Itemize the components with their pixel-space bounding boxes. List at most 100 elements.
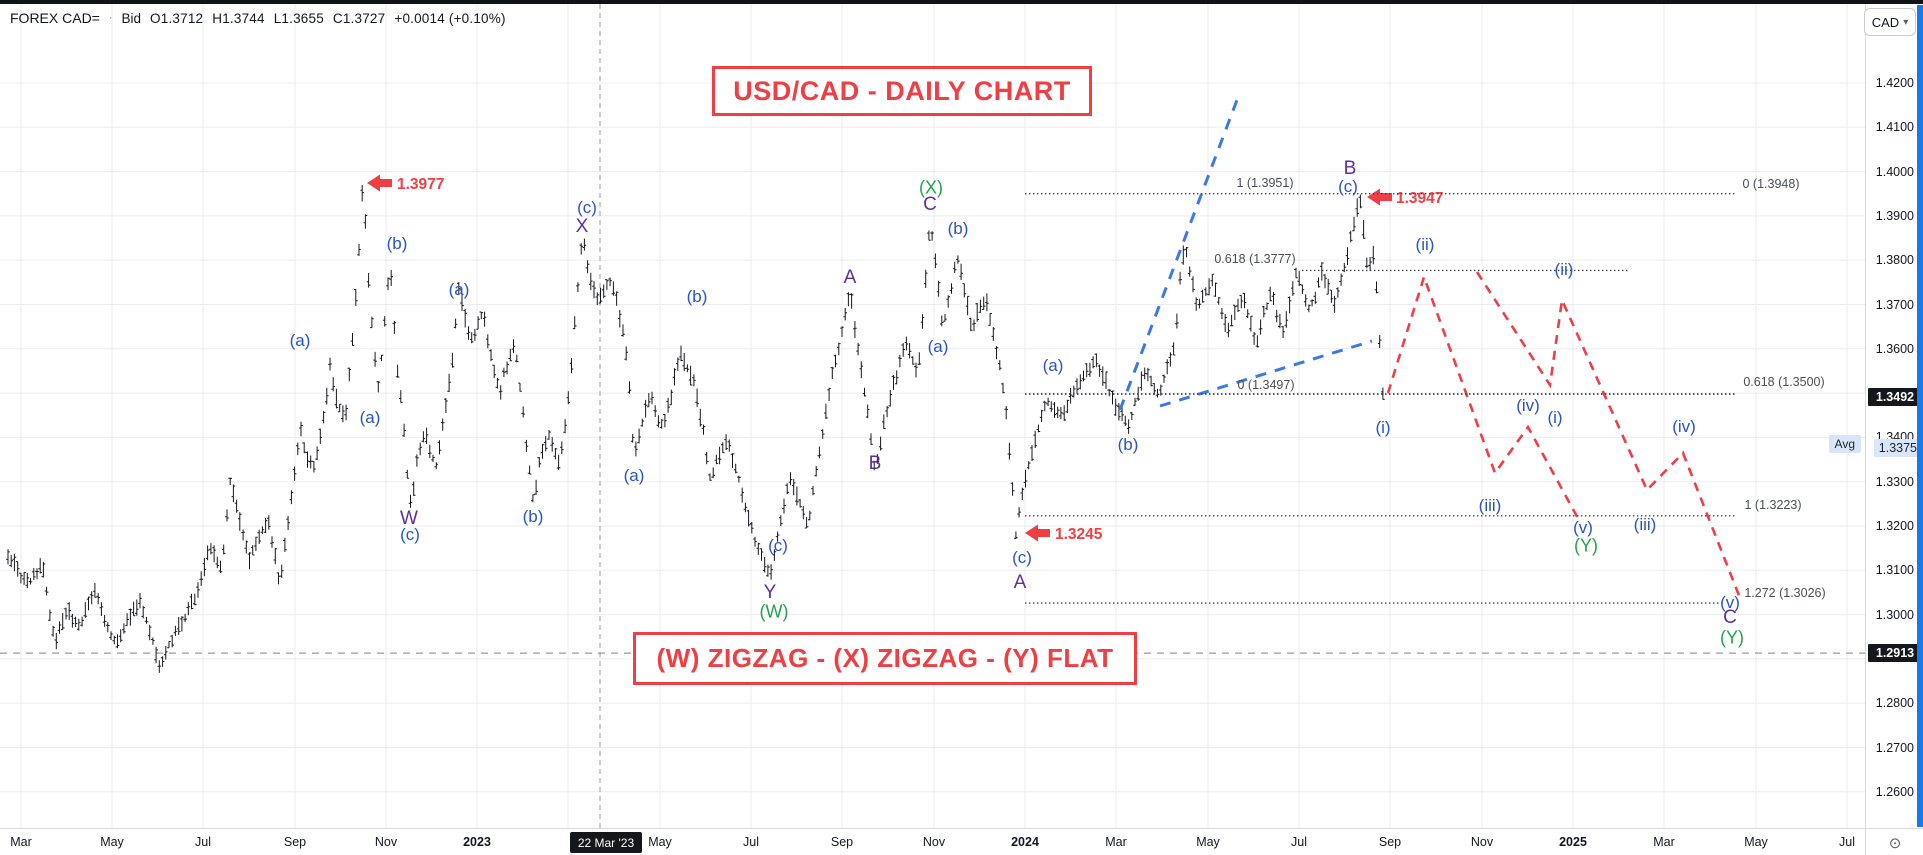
avg-tag: Avg xyxy=(1828,435,1861,454)
fib-level-label: 0.618 (1.3777) xyxy=(1214,252,1296,266)
time-axis-label: May xyxy=(1744,835,1768,849)
wave-label: (a) xyxy=(927,337,949,356)
time-axis-label: Nov xyxy=(1470,835,1494,849)
time-axis-label: 2023 xyxy=(463,835,491,849)
ohlc-bars xyxy=(6,185,1385,673)
wave-label: A xyxy=(1013,572,1027,593)
current-price-box: 1.2913 xyxy=(1868,644,1922,663)
wave-label: (b) xyxy=(522,507,544,526)
time-axis-label: Sep xyxy=(283,835,307,849)
wave-label: X xyxy=(575,216,589,237)
avg-price-box: 1.3375 xyxy=(1873,439,1922,458)
wave-label: (c) xyxy=(1338,177,1358,196)
wave-label: (iv) xyxy=(1516,396,1540,415)
price-axis-label: 1.3700 xyxy=(1875,297,1914,312)
price-axis-label: 1.3200 xyxy=(1875,519,1914,533)
wave-label: (X) xyxy=(919,177,943,198)
feed-label: Bid xyxy=(121,10,142,26)
price-arrow-icon xyxy=(1025,524,1050,542)
ohlc-low: L1.3655 xyxy=(273,10,324,26)
currency-dropdown[interactable]: CAD ▾ xyxy=(1864,8,1916,36)
wave-label: (i) xyxy=(1547,408,1563,427)
time-axis-label: May xyxy=(1196,835,1220,849)
wave-label: A xyxy=(843,267,857,288)
time-axis-label: Nov xyxy=(374,835,398,849)
fib-level-label: 0 (1.3497) xyxy=(1237,378,1295,392)
wave-label: (a) xyxy=(1042,356,1064,375)
wave-label: (c) xyxy=(768,536,788,555)
time-axis-label: 2024 xyxy=(1011,835,1039,849)
wave-label: (i) xyxy=(1375,418,1391,437)
price-axis-label: 1.4000 xyxy=(1875,164,1914,179)
fib-level-label: 1 (1.3951) xyxy=(1236,176,1294,190)
wave-label: W xyxy=(400,508,418,529)
time-axis-label: Jul xyxy=(1839,835,1855,849)
wave-label: B xyxy=(868,453,882,474)
wave-label: Y xyxy=(763,582,777,603)
wave-label: (c) xyxy=(400,525,420,544)
arrow-price-text: 1.3977 xyxy=(397,176,444,193)
time-axis-label: Mar xyxy=(1653,835,1675,849)
wave-label: (b) xyxy=(686,287,708,306)
time-axis-label: 2025 xyxy=(1559,835,1587,849)
wave-label: (a) xyxy=(289,331,311,350)
current-price-box: 1.3492 xyxy=(1868,387,1922,406)
price-axis[interactable]: 1.4200 1.4100 1.4000 1.3900 1.3800 1.3700 1.36… xyxy=(1865,4,1923,828)
date-highlight-badge: 22 Mar '23 xyxy=(570,832,642,853)
date-badge-text: 22 Mar '23 xyxy=(577,835,635,850)
chevron-down-icon: ▾ xyxy=(1903,16,1909,28)
fib-level-label: 1.272 (1.3026) xyxy=(1744,586,1826,600)
wave-label: (a) xyxy=(448,280,470,299)
wave-label: (c) xyxy=(577,198,597,217)
window-top-edge xyxy=(0,0,1923,4)
axis-settings-icon: ⊙ xyxy=(1888,834,1902,852)
axis-settings-button[interactable]: ⊙ xyxy=(1865,828,1923,855)
trendline xyxy=(1159,339,1373,408)
time-axis-label: Jul xyxy=(195,835,211,849)
symbol-name: FOREX CAD= xyxy=(10,10,100,26)
wave-label: (ii) xyxy=(1415,235,1435,254)
chart-title-text: USD/CAD - DAILY CHART xyxy=(733,75,1071,106)
fib-level-label: 0 (1.3948) xyxy=(1742,177,1800,191)
pattern-text: (W) ZIGZAG - (X) ZIGZAG - (Y) FLAT xyxy=(656,643,1114,673)
wave-label: (b) xyxy=(947,219,969,238)
time-axis-label: May xyxy=(648,835,672,849)
wave-label: C xyxy=(1723,607,1737,628)
separator-dot: · xyxy=(108,12,113,24)
ohlc-open: O1.3712 xyxy=(150,10,204,26)
fib-level-label: 1 (1.3223) xyxy=(1744,498,1802,512)
time-axis[interactable]: 22 Mar '23 Mar May Jul Sep Nov 2023 May Jul Sep N… xyxy=(0,828,1923,855)
pattern-annotation[interactable]: (W) ZIGZAG - (X) ZIGZAG - (Y) FLAT xyxy=(633,632,1137,685)
price-axis-label: 1.2800 xyxy=(1875,696,1914,711)
currency-label: CAD xyxy=(1871,14,1900,30)
time-axis-label: Sep xyxy=(1378,835,1402,849)
price-axis-label: 1.3100 xyxy=(1875,563,1914,578)
scrollbar[interactable] xyxy=(1917,5,1923,827)
wave-label: (c) xyxy=(1012,548,1032,567)
wave-label: (b) xyxy=(1117,435,1139,454)
trendline xyxy=(1118,99,1239,411)
wave-label: (b) xyxy=(386,234,408,253)
price-axis-label: 1.2600 xyxy=(1875,784,1914,799)
time-axis-label: Mar xyxy=(1105,835,1127,849)
wave-label: (iii) xyxy=(1633,515,1657,534)
price-arrow-icon xyxy=(367,174,392,192)
price-axis-label: 1.3000 xyxy=(1875,607,1914,622)
wave-label: (W) xyxy=(759,601,789,622)
price-chart[interactable]: 1.3977 1.3947 1.3245 xyxy=(0,0,1865,855)
arrow-price-text: 1.3947 xyxy=(1396,190,1443,207)
wave-label: (iii) xyxy=(1478,496,1502,515)
change-value: +0.0014 (+0.10%) xyxy=(394,10,506,26)
wave-label: (a) xyxy=(623,466,645,485)
symbol-header: FOREX CAD= · Bid O1.3712 H1.3744 L1.3655… xyxy=(10,9,506,27)
wave-label: (ii) xyxy=(1554,260,1574,279)
fib-level-label: 0.618 (1.3500) xyxy=(1743,375,1825,389)
price-axis-label: 1.2700 xyxy=(1875,740,1914,755)
time-axis-label: Jul xyxy=(1291,835,1307,849)
time-axis-label: Sep xyxy=(830,835,854,849)
wave-label: (Y) xyxy=(1574,535,1598,556)
chart-title-annotation[interactable]: USD/CAD - DAILY CHART xyxy=(712,66,1092,116)
wave-label: (iv) xyxy=(1672,417,1696,436)
projection-path xyxy=(1386,272,1582,523)
